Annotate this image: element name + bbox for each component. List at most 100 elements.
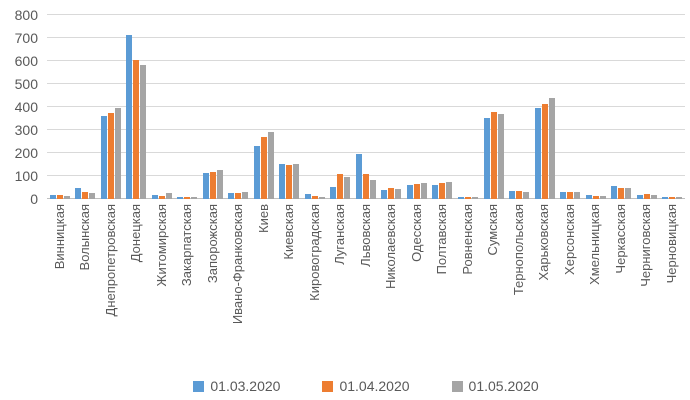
gridline [47,83,685,84]
x-axis-label: Полтавская [430,204,456,368]
bar [260,136,267,199]
gridline [47,129,685,130]
bar [560,192,567,199]
x-axis-label-text: Волынская [77,204,93,271]
bar [228,192,235,199]
bar [114,108,121,199]
bar [330,186,337,199]
x-axis-label: Кировоградская [302,204,328,368]
x-axis-label: Запорожская [200,204,226,368]
bar [82,191,89,199]
bar [75,187,82,199]
bar [618,187,625,199]
bar [534,108,541,199]
bar [458,196,464,199]
bar [355,153,362,199]
bar [369,179,376,199]
bar-group [659,15,685,199]
bar-group [124,15,150,199]
bar [625,188,632,199]
legend-item: 01.05.2020 [451,378,539,394]
x-axis-label: Николаевская [379,204,405,368]
x-axis-label: Сумская [481,204,507,368]
bar [100,116,107,199]
bar [541,104,548,199]
y-tick-label: 700 [14,30,38,46]
bar [242,191,249,199]
bar-group [481,15,507,199]
x-axis-label-text: Сумская [485,204,501,256]
bar-group [353,15,379,199]
bar [413,183,420,199]
bar [311,196,318,199]
bar [592,195,599,199]
bar [202,173,209,199]
bar [158,195,165,199]
x-axis-label: Киевская [277,204,303,368]
bar [446,182,453,199]
bar [490,112,497,199]
legend-item: 01.04.2020 [322,378,410,394]
bar-group [98,15,124,199]
bar-group [175,15,201,199]
x-axis-label-text: Ивано-Франковская [230,204,246,325]
y-tick-label: 300 [14,122,38,138]
bar [669,196,676,199]
bar [107,112,114,199]
bar-group [532,15,558,199]
bar [216,170,223,199]
bar [509,190,516,199]
bar-group [430,15,456,199]
x-axis-label-text: Харьковская [536,204,552,281]
bar [381,189,388,199]
x-axis-label-text: Николаевская [383,204,399,289]
y-axis: 0 100 200 300 400 500 600 700 800 [0,8,38,206]
x-axis-label-text: Ровненская [459,204,475,275]
x-axis-label: Хмельницкая [583,204,609,368]
x-axis-label: Харьковская [532,204,558,368]
bar [465,197,471,199]
legend-swatch-icon [451,380,463,392]
bar [344,176,351,199]
x-axis-label-text: Хмельницкая [587,204,603,285]
bar [56,194,63,199]
bar [497,113,504,199]
x-axis-label-text: Киев [255,204,271,233]
bar [318,196,325,199]
legend-swatch-icon [322,380,334,392]
bar [676,197,683,199]
x-axis-label: Черкасская [608,204,634,368]
y-tick-label: 200 [14,145,38,161]
bar-group [200,15,226,199]
y-tick-label: 400 [14,99,38,115]
bar-group [47,15,73,199]
x-axis-label: Луганская [328,204,354,368]
x-axis-label: Херсонская [557,204,583,368]
bar [472,197,478,199]
legend-label: 01.03.2020 [210,378,281,394]
bar [126,35,133,199]
x-axis-label: Донецкая [124,204,150,368]
x-axis-label-text: Херсонская [561,204,577,275]
legend-item: 01.03.2020 [193,378,280,394]
bar [279,163,286,199]
bar [140,64,147,199]
x-axis-label: Киев [251,204,277,368]
x-axis-label-text: Кировоградская [306,204,322,301]
bar-group [583,15,609,199]
bar-group [557,15,583,199]
bar [49,195,56,199]
x-axis-label: Днепропетровская [98,204,124,368]
bar [235,193,242,199]
bar [483,117,490,199]
bar [548,98,555,199]
bar [650,194,657,199]
bar [574,191,581,199]
bar [267,132,274,199]
bar [643,193,650,199]
x-axis-label-text: Винницкая [51,204,67,270]
bar-group [506,15,532,199]
x-axis-label: Житомирская [149,204,175,368]
x-axis-label-text: Житомирская [153,204,169,287]
